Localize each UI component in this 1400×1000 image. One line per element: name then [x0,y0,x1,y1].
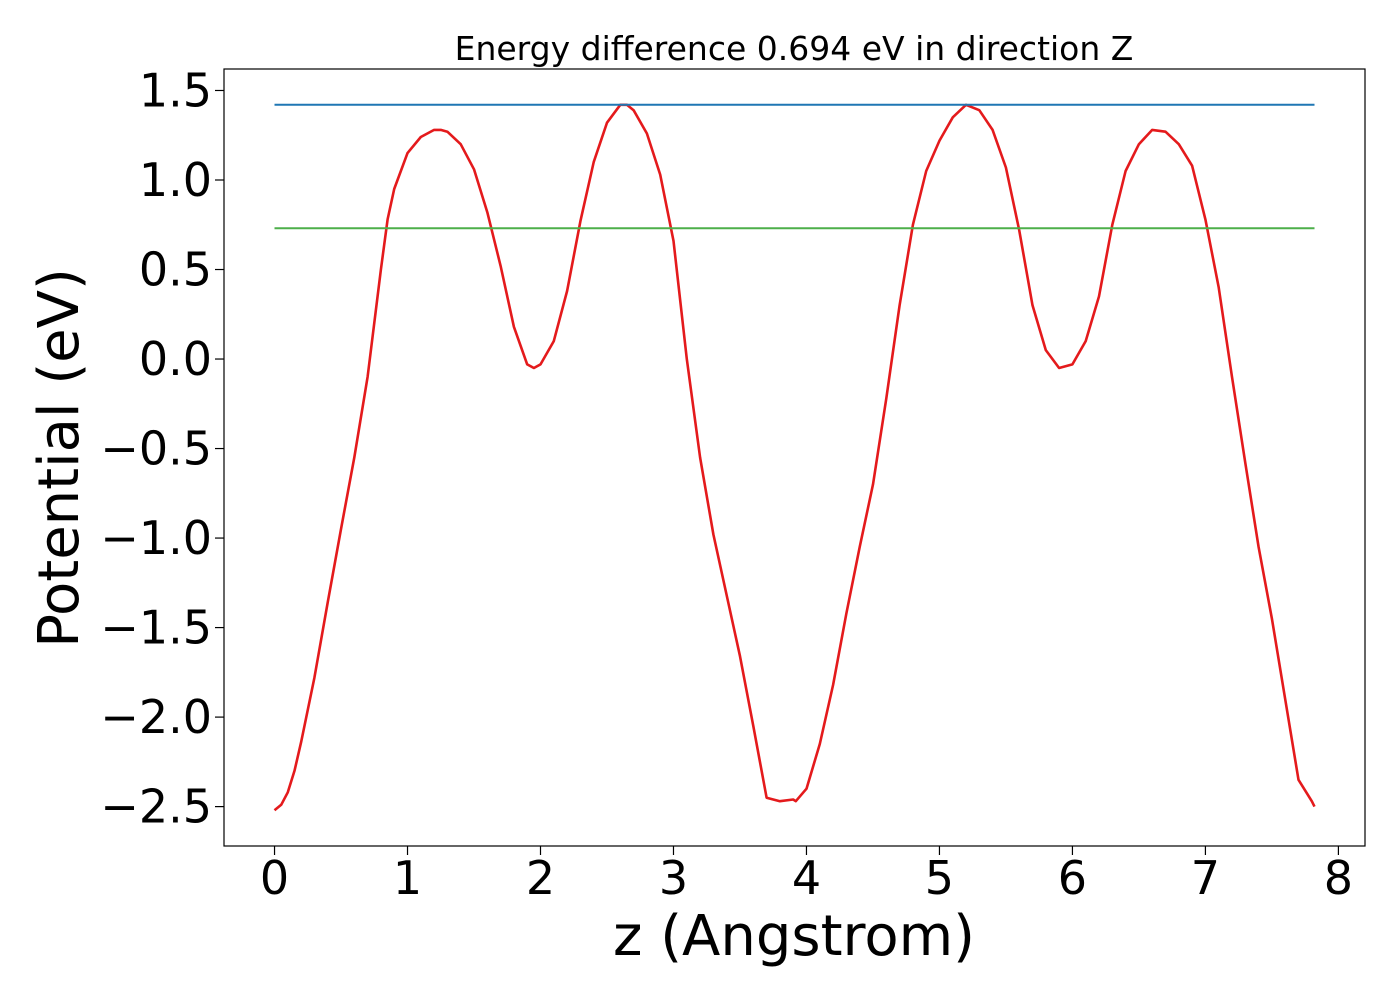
x-axis-ticks: 0 1 2 3 4 5 6 7 8 [260,846,1353,905]
x-axis-label: z (Angstrom) [613,904,975,969]
plot-frame [223,68,1366,847]
y-tick-label: −1.0 [100,511,212,565]
y-axis-label: Potential (eV) [27,268,92,648]
x-tick-label: 2 [526,851,555,905]
y-tick-label: 0.5 [139,243,212,297]
x-tick-label: 8 [1324,851,1353,905]
y-tick-label: 1.0 [139,153,212,207]
x-tick-label: 4 [792,851,821,905]
x-tick-label: 5 [925,851,954,905]
y-tick-label: 0.0 [139,332,212,386]
y-tick-label: 1.5 [139,63,212,117]
x-tick-label: 7 [1191,851,1220,905]
chart-title: Energy difference 0.694 eV in direction … [455,29,1134,68]
y-tick-label: −2.5 [100,780,212,834]
x-tick-label: 0 [260,851,289,905]
series-lines [273,103,1316,812]
potential-curve [273,103,1316,812]
x-tick-label: 6 [1058,851,1087,905]
x-tick-label: 3 [659,851,688,905]
y-tick-label: −0.5 [100,422,212,476]
y-tick-label: −1.5 [100,601,212,655]
y-axis-ticks: 1.5 1.0 0.5 0.0 −0.5 −1.0 −1.5 −2.0 −2.5 [100,63,224,834]
x-tick-label: 1 [393,851,422,905]
y-tick-label: −2.0 [100,690,212,744]
